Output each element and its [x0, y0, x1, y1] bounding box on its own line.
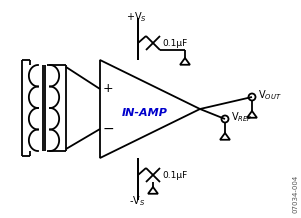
Text: 0.1μF: 0.1μF [162, 171, 187, 180]
Text: 0.1μF: 0.1μF [162, 39, 187, 48]
Text: -V$_S$: -V$_S$ [129, 194, 145, 208]
Text: +V$_S$: +V$_S$ [126, 10, 147, 24]
Text: V$_{OUT}$: V$_{OUT}$ [258, 88, 282, 102]
Text: 07034-004: 07034-004 [292, 175, 298, 213]
Text: +: + [103, 82, 113, 94]
Text: V$_{REF}$: V$_{REF}$ [231, 110, 253, 124]
Text: IN-AMP: IN-AMP [122, 108, 168, 118]
Text: −: − [102, 122, 114, 136]
